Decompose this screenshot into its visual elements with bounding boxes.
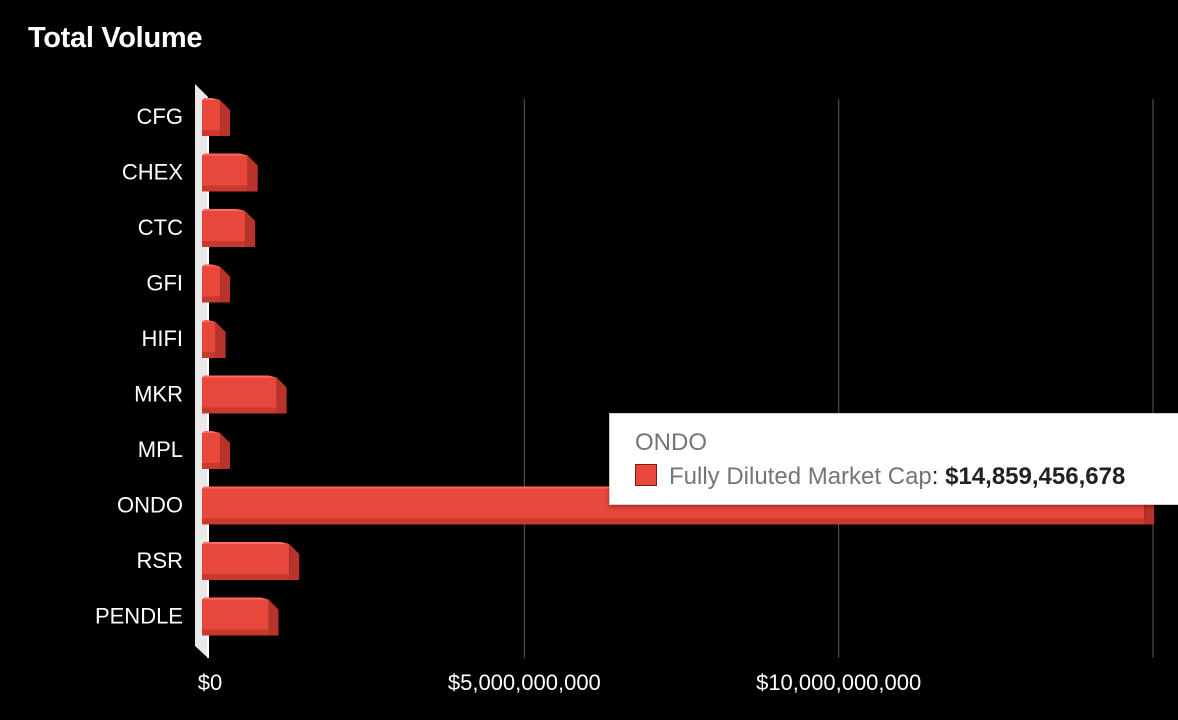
- bar-side-face: [220, 266, 231, 303]
- tooltip-row: Fully Diluted Market Cap: $14,859,456,67…: [635, 463, 1125, 491]
- bar-bottom-shade: [202, 241, 246, 247]
- bar-top-face: [202, 375, 277, 378]
- bar-top-face: [202, 320, 216, 322]
- bar-top-face: [202, 264, 221, 267]
- bar-bottom-shade: [202, 185, 248, 192]
- bar-top-face: [202, 542, 290, 544]
- bar-front-face: [202, 322, 216, 358]
- x-tick-label: $10,000,000,000: [756, 670, 921, 695]
- bar[interactable]: [202, 542, 300, 580]
- bar[interactable]: [202, 153, 258, 192]
- category-label: GFI: [146, 271, 183, 296]
- category-label: PENDLE: [95, 604, 183, 629]
- bar-bottom-shade: [202, 352, 216, 358]
- category-label: CHEX: [122, 160, 183, 185]
- category-label: HIFI: [141, 326, 183, 351]
- bar-side-face: [215, 322, 226, 358]
- bar-top-face: [202, 209, 246, 211]
- bar-bottom-shade: [202, 574, 290, 580]
- value-axis-ticks: $0 $5,000,000,000 $10,000,000,000: [198, 670, 921, 695]
- category-label: MPL: [138, 437, 183, 462]
- category-labels: CFG CHEX CTC GFI HIFI MKR MPL ONDO RSR PENDLE: [95, 104, 183, 629]
- bar-side-face: [276, 377, 287, 414]
- bar[interactable]: [202, 375, 287, 414]
- bars: [202, 98, 1155, 636]
- chart-title: Total Volume: [28, 22, 203, 54]
- bar-side-face: [289, 544, 300, 580]
- tooltip-series-swatch: [635, 464, 657, 486]
- bar-top-face: [202, 597, 269, 600]
- bar-bottom-shade: [202, 296, 221, 303]
- bar-bottom-shade: [202, 130, 221, 136]
- bar-side-face: [268, 599, 279, 636]
- tooltip: ONDO Fully Diluted Market Cap: $14,859,4…: [609, 413, 1178, 505]
- bar-bottom-shade: [202, 463, 221, 469]
- bar[interactable]: [202, 431, 231, 469]
- category-label: CFG: [137, 104, 183, 129]
- bar-front-face: [202, 100, 221, 136]
- tooltip-separator: :: [931, 463, 939, 490]
- bar-side-face: [220, 433, 231, 469]
- bar-top-face: [202, 153, 248, 156]
- category-label: MKR: [134, 382, 183, 407]
- bar[interactable]: [202, 597, 279, 636]
- category-label: ONDO: [117, 493, 183, 518]
- bar-front-face: [202, 266, 221, 303]
- x-tick-label: $5,000,000,000: [448, 670, 601, 695]
- bar-top-face: [202, 98, 221, 100]
- category-label: RSR: [137, 548, 183, 573]
- bar-top-face: [202, 431, 221, 433]
- bar-side-face: [220, 100, 231, 136]
- bar-bottom-shade: [202, 629, 269, 636]
- bar-front-face: [202, 433, 221, 469]
- bar-bottom-shade: [202, 407, 277, 414]
- category-label: CTC: [138, 215, 183, 240]
- bar[interactable]: [202, 98, 231, 136]
- bar-side-face: [247, 155, 258, 192]
- grid-lines: [523, 99, 1154, 658]
- tooltip-value: $14,859,456,678: [945, 463, 1126, 490]
- tooltip-series-label: Fully Diluted Market Cap: [669, 463, 932, 490]
- bar-bottom-shade: [202, 518, 1145, 525]
- bar[interactable]: [202, 320, 226, 358]
- bar-side-face: [245, 211, 256, 247]
- bar[interactable]: [202, 264, 231, 303]
- x-tick-label: $0: [198, 670, 222, 695]
- bar[interactable]: [202, 209, 256, 247]
- tooltip-category: ONDO: [635, 429, 707, 456]
